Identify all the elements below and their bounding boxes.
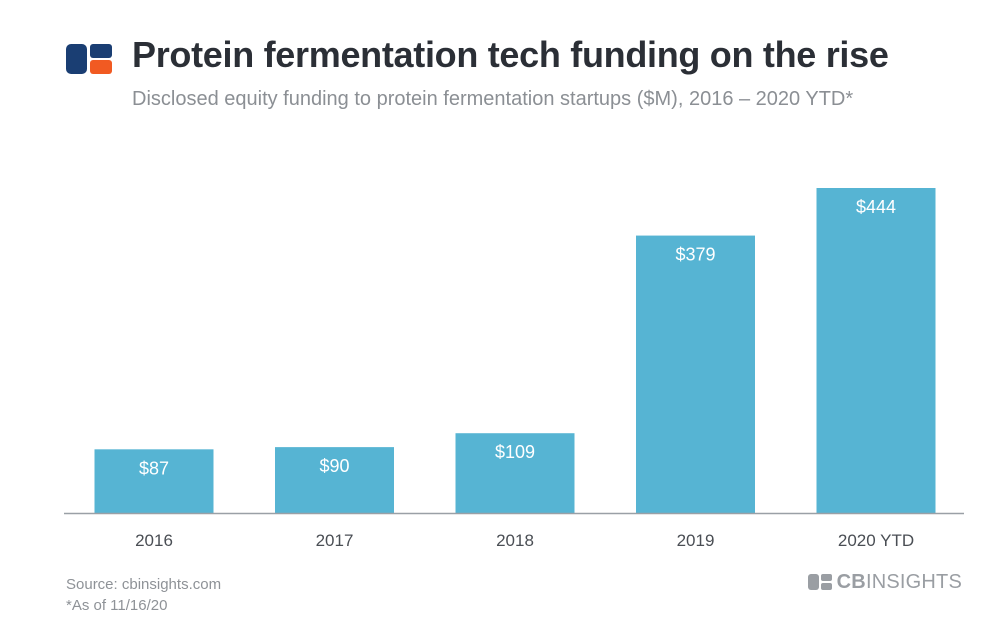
cb-insights-brand: CBINSIGHTS xyxy=(807,570,962,593)
brand-bold-text: CB xyxy=(836,570,866,593)
data-label: $444 xyxy=(856,197,896,217)
cb-insights-brand-icon xyxy=(807,574,832,590)
bar-2019 xyxy=(636,235,755,513)
x-tick-label: 2016 xyxy=(135,531,173,550)
x-tick-label: 2018 xyxy=(496,531,534,550)
source-note: Source: cbinsights.com xyxy=(66,576,222,593)
x-tick-label: 2017 xyxy=(316,531,354,550)
x-tick-label: 2020 YTD xyxy=(838,531,914,550)
bar-2016 xyxy=(94,449,214,513)
chart-subtitle: Disclosed equity funding to protein ferm… xyxy=(132,88,854,110)
data-label: $109 xyxy=(495,442,535,462)
data-label: $379 xyxy=(675,245,715,265)
bar-2017 xyxy=(275,447,394,513)
bar-2018 xyxy=(455,433,575,513)
data-label: $87 xyxy=(139,458,169,478)
bar-2020-ytd xyxy=(816,188,936,513)
x-tick-label: 2019 xyxy=(677,531,715,550)
chart-title: Protein fermentation tech funding on the… xyxy=(132,34,889,75)
cb-insights-logo-icon xyxy=(66,44,112,74)
brand-light-text: INSIGHTS xyxy=(865,570,962,593)
data-label: $90 xyxy=(319,456,349,476)
date-note: *As of 11/16/20 xyxy=(66,597,168,614)
